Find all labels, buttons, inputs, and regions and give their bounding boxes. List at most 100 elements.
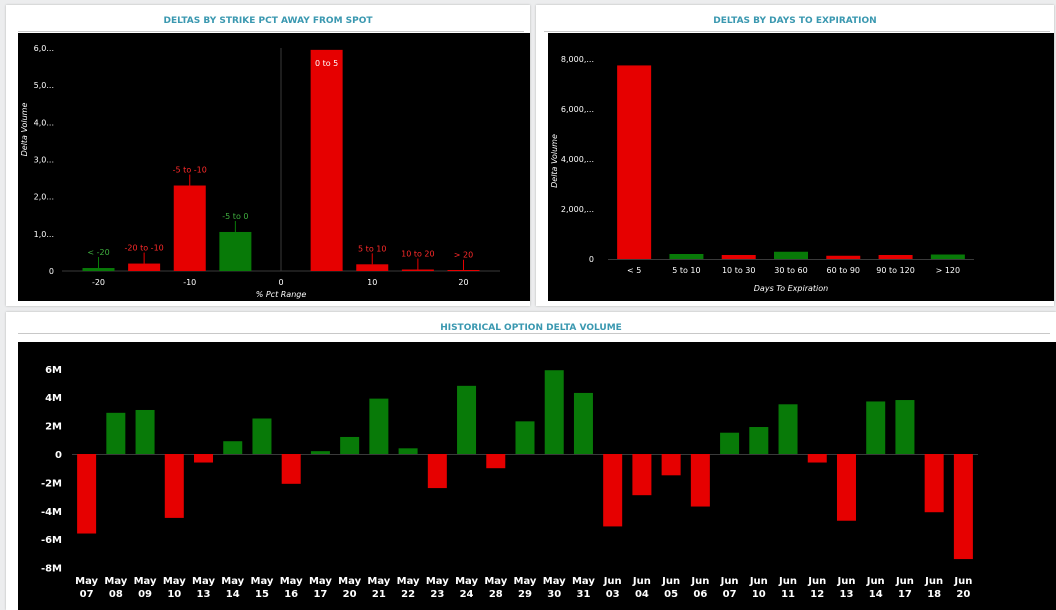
bar [223, 441, 243, 454]
x-tick-month: May [192, 576, 215, 587]
bar [77, 454, 97, 534]
bar [826, 255, 861, 259]
x-tick-day: 12 [810, 589, 824, 600]
bar [807, 454, 827, 463]
x-tick-label: < 5 [627, 266, 641, 275]
x-tick-label: > 120 [936, 266, 961, 275]
x-tick-month: May [104, 576, 127, 587]
history-panel-divider [18, 333, 1050, 334]
x-tick-month: May [572, 576, 595, 587]
bar [310, 451, 330, 454]
bar [340, 436, 360, 454]
y-tick-label: -8M [41, 564, 62, 575]
x-tick-label: 10 to 30 [722, 266, 755, 275]
y-tick-label: 5,0... [34, 81, 54, 90]
data-label: -5 to 0 [222, 212, 248, 221]
x-tick-day: 20 [956, 589, 970, 600]
x-tick-label: 20 [458, 278, 468, 287]
x-tick-day: 15 [255, 589, 269, 600]
x-tick-label: 30 to 60 [774, 266, 807, 275]
bar [128, 263, 161, 271]
x-tick-label: 0 [278, 278, 283, 287]
x-tick-day: 30 [547, 589, 561, 600]
strike-panel-divider [18, 31, 524, 32]
bar [369, 398, 389, 454]
x-tick-label: 60 to 90 [827, 266, 860, 275]
bar [924, 454, 944, 513]
bar [720, 432, 740, 454]
x-tick-day: 10 [167, 589, 181, 600]
x-tick-day: 24 [460, 589, 474, 600]
data-label: -20 to -10 [125, 244, 164, 253]
bar [82, 268, 115, 271]
x-tick-month: May [514, 576, 537, 587]
x-tick-month: May [484, 576, 507, 587]
strike-panel-title: DELTAS BY STRIKE PCT AWAY FROM SPOT [163, 16, 373, 26]
y-tick-label: 6,000,... [561, 105, 594, 114]
strike-panel: DELTAS BY STRIKE PCT AWAY FROM SPOT 0 1,0… [6, 5, 530, 306]
bar [603, 454, 623, 527]
x-tick-month: Jun [690, 576, 709, 587]
strike-chart-area: 0 1,0... 2,0... 3,0... 4,0... 5,0... 6,0... -20… [18, 33, 530, 301]
data-label: 5 to 10 [358, 244, 386, 253]
bar [669, 254, 704, 259]
x-tick-month: Jun [778, 576, 797, 587]
x-tick-day: 06 [693, 589, 707, 600]
x-tick-month: May [75, 576, 98, 587]
x-tick-day: 13 [840, 589, 854, 600]
y-tick-label: 0 [589, 255, 594, 264]
x-tick-label: 5 to 10 [672, 266, 700, 275]
y-tick-label: 2M [45, 422, 62, 433]
bar [164, 454, 184, 518]
x-tick-month: Jun [924, 576, 943, 587]
x-tick-day: 08 [109, 589, 123, 600]
y-tick-label: 3,0... [34, 156, 54, 165]
bar [774, 251, 808, 259]
bar [866, 401, 886, 454]
x-tick-day: 17 [898, 589, 912, 600]
data-label: > 20 [454, 251, 473, 260]
bar [690, 454, 710, 507]
x-tick-day: 13 [197, 589, 211, 600]
y-tick-label: 4,0... [34, 118, 54, 127]
bar [632, 454, 652, 496]
x-tick-day: 29 [518, 589, 532, 600]
x-tick-day: 31 [576, 589, 590, 600]
data-label: 10 to 20 [401, 250, 434, 259]
x-tick-label: -10 [183, 278, 196, 287]
y-tick-label: -4M [41, 507, 62, 518]
bar [356, 264, 389, 271]
x-tick-label: -20 [92, 278, 105, 287]
x-tick-day: 18 [927, 589, 941, 600]
bar [749, 427, 769, 454]
y-tick-label: 4,000,... [561, 155, 594, 164]
x-axis-title: % Pct Range [256, 290, 307, 299]
x-tick-day: 22 [401, 589, 415, 600]
bar [252, 418, 272, 454]
x-tick-month: Jun [895, 576, 914, 587]
x-tick-month: Jun [836, 576, 855, 587]
data-label: 0 to 5 [315, 59, 338, 68]
bar [135, 409, 155, 454]
y-tick-label: 6M [45, 365, 62, 376]
y-axis-title: Delta Volume [20, 103, 29, 157]
x-tick-day: 16 [284, 589, 298, 600]
x-tick-month: May [251, 576, 274, 587]
bar [106, 412, 126, 454]
x-tick-label: 10 [367, 278, 377, 287]
expiration-panel-title: DELTAS BY DAYS TO EXPIRATION [713, 16, 877, 26]
x-tick-day: 20 [343, 589, 357, 600]
bar [219, 231, 252, 271]
bar [173, 185, 206, 271]
x-tick-month: Jun [632, 576, 651, 587]
bar [617, 65, 652, 259]
bar [930, 254, 965, 259]
bar [895, 400, 915, 454]
data-label: < -20 [87, 248, 109, 257]
y-tick-label: 8,000,... [561, 55, 594, 64]
bar [398, 448, 418, 454]
y-tick-label: -6M [41, 535, 62, 546]
history-chart-area: 6M 4M 2M 0 -2M -4M -6M -8M May 07 May 08 May 09 May 10 M… [18, 342, 1056, 610]
x-tick-day: 09 [138, 589, 152, 600]
x-tick-month: May [397, 576, 420, 587]
